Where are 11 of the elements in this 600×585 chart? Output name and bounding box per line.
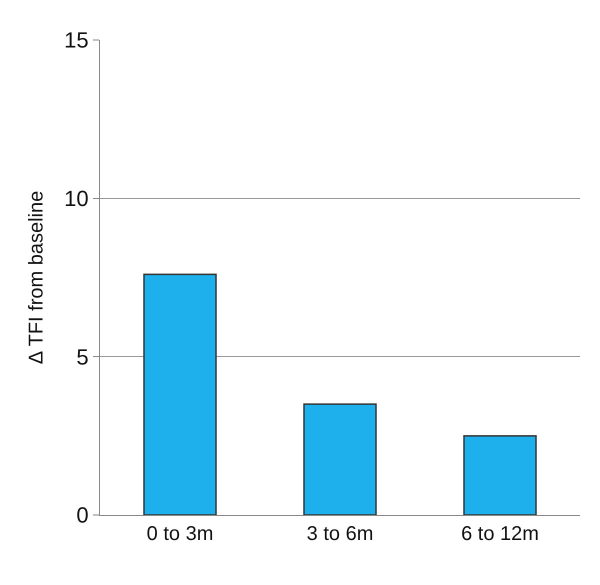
bar (303, 403, 377, 515)
y-tick-label: 0 (76, 502, 89, 528)
y-tick-label: 5 (76, 344, 89, 370)
y-tick-label: 15 (64, 28, 89, 53)
x-tick-label: 0 to 3m (146, 523, 214, 545)
bar (463, 435, 537, 515)
bar (143, 274, 217, 515)
x-tick-label: 3 to 6m (306, 523, 374, 545)
y-axis-title: Δ TFI from baseline (26, 190, 48, 364)
x-tick-label: 6 to 12m (461, 523, 539, 545)
y-tick-label: 10 (64, 186, 89, 212)
